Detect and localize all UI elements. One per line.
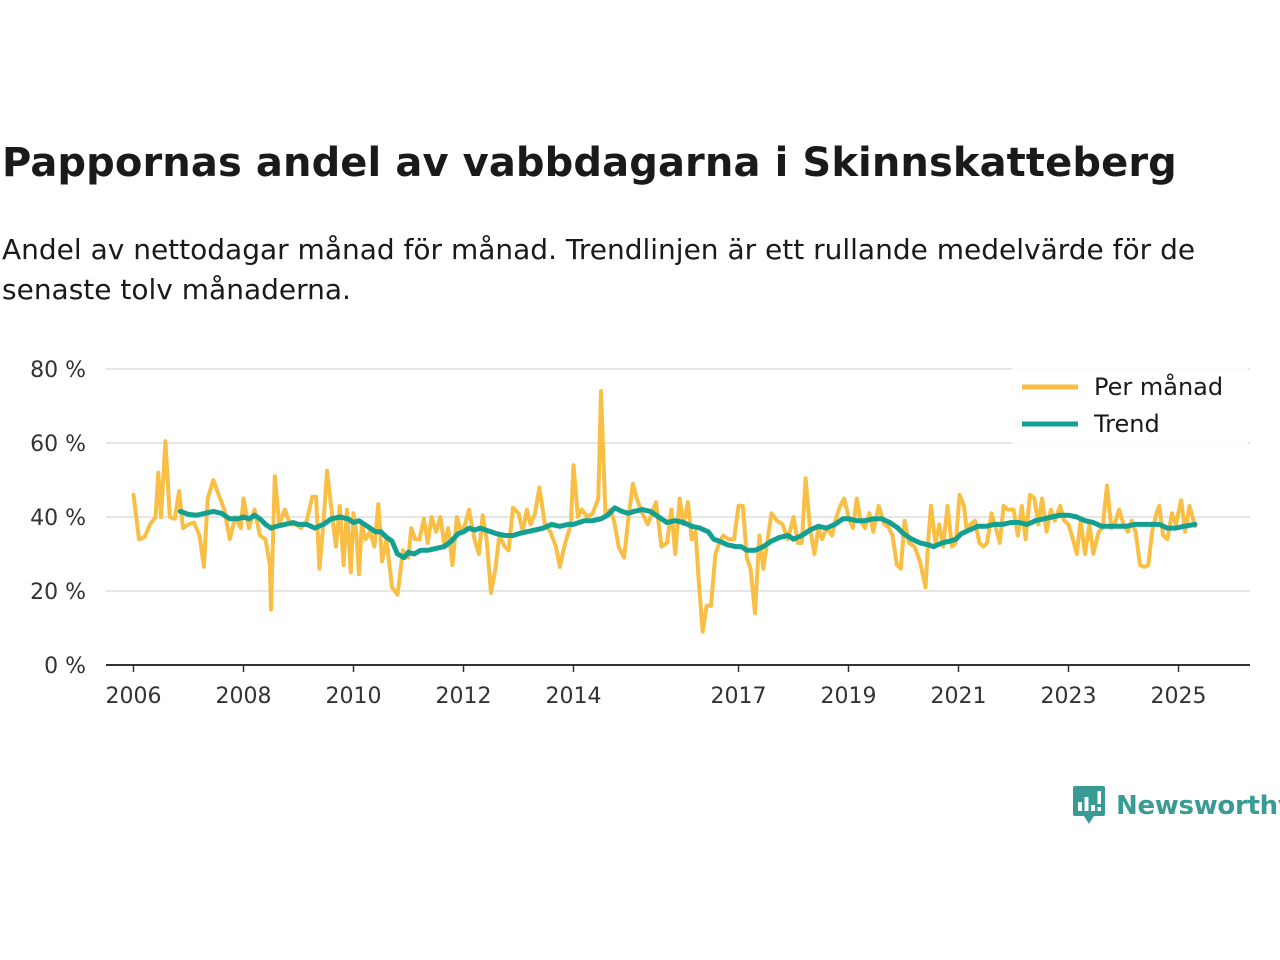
y-tick-label: 40 %: [30, 506, 86, 531]
x-tick-label: 2025: [1151, 684, 1207, 709]
legend-label-trend: Trend: [1093, 410, 1160, 438]
x-tick-label: 2021: [931, 684, 987, 709]
x-tick-label: 2023: [1041, 684, 1097, 709]
chart-subtitle: Andel av nettodagar månad för månad. Tre…: [2, 233, 1196, 306]
legend-label-per-manad: Per månad: [1094, 372, 1223, 401]
x-tick-label: 2019: [821, 684, 877, 709]
legend-background: [1012, 368, 1248, 450]
brand-name: Newsworthy: [1116, 791, 1280, 821]
x-tick-label: 2010: [326, 684, 382, 709]
series-line-per-manad: [131, 389, 1197, 634]
series-group: [131, 389, 1198, 634]
x-tick-label: 2014: [546, 684, 602, 709]
series-line-trend: [177, 505, 1198, 561]
x-tick-label: 2006: [106, 684, 162, 709]
newsworthy-logo-icon: [1073, 786, 1105, 824]
y-tick-label: 20 %: [30, 580, 86, 605]
x-axis: 2006 2008 2010 2012 2014 2017 2019 2021 2023 2025: [106, 664, 1250, 709]
x-tick-label: 2008: [216, 684, 272, 709]
y-axis: 0 % 20 % 40 % 60 % 80 %: [30, 358, 86, 679]
newsworthy-brand: Newsworthy: [1072, 784, 1280, 828]
y-tick-label: 0 %: [44, 654, 86, 679]
x-tick-label: 2012: [436, 684, 492, 709]
line-chart: 0 % 20 % 40 % 60 % 80 % 2006 2008 2010 2012 2014…: [30, 358, 1250, 709]
legend: Per månad Trend: [1012, 368, 1248, 450]
x-tick-label: 2017: [711, 684, 767, 709]
chart-title: Pappornas andel av vabbdagarna i Skinnsk…: [2, 140, 1177, 186]
y-tick-label: 60 %: [30, 432, 86, 457]
y-tick-label: 80 %: [30, 358, 86, 383]
